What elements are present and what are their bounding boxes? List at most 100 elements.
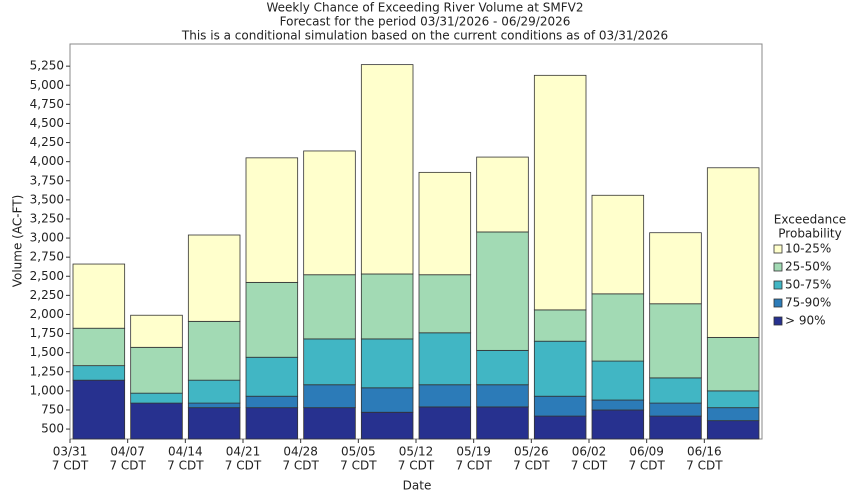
legend-label: 50-75% (785, 278, 831, 292)
bar-segment (706, 407, 760, 422)
bar-segment (360, 273, 414, 340)
legend-swatch (773, 280, 783, 290)
y-tick-label: 3,750 (30, 173, 64, 187)
y-tick-label: 2,250 (30, 288, 64, 302)
y-tick-label: 2,000 (30, 307, 64, 321)
legend-swatch (773, 244, 783, 254)
bar-segment (303, 338, 356, 386)
bar-segment (476, 384, 529, 408)
chart-subtitle: This is a conditional simulation based o… (181, 29, 668, 43)
y-tick-label: 1,000 (30, 383, 64, 397)
bar-segment (187, 379, 241, 404)
x-tick-label: 7 CDT (340, 459, 377, 473)
bar-segment (303, 407, 356, 440)
y-tick-label: 1,250 (30, 364, 64, 378)
bar-segment (533, 74, 587, 311)
legend-label: 75-90% (785, 296, 831, 310)
x-tick-label: 04/07 (110, 445, 145, 459)
x-tick-label: 04/21 (226, 445, 261, 459)
bar-segment (649, 402, 702, 417)
legend-title: Probability (778, 227, 841, 241)
x-tick-label: 05/26 (514, 445, 549, 459)
chart-title: Weekly Chance of Exceeding River Volume … (266, 1, 583, 15)
y-tick-label: 1,750 (30, 326, 64, 340)
bar-segment (187, 402, 241, 409)
x-tick-label: 7 CDT (398, 459, 435, 473)
bar-segment (706, 336, 760, 392)
x-tick-label: 04/28 (283, 445, 318, 459)
bar-segment (130, 314, 183, 348)
chart-subtitle: Forecast for the period 03/31/2026 - 06/… (280, 15, 571, 29)
bar-segment (72, 379, 126, 440)
bar-segment (72, 263, 126, 329)
legend-label: 10-25% (785, 242, 831, 256)
legend-title: Exceedance (774, 213, 846, 227)
y-tick-label: 3,500 (30, 192, 64, 206)
legend-swatch (773, 316, 783, 326)
bar-segment (591, 194, 645, 295)
x-tick-label: 7 CDT (571, 459, 608, 473)
y-tick-label: 4,500 (30, 116, 64, 130)
x-tick-label: 03/31 (53, 445, 88, 459)
bar-segment (130, 402, 183, 440)
y-tick-label: 4,000 (30, 154, 64, 168)
x-tick-label: 7 CDT (455, 459, 492, 473)
bar-segment (533, 415, 587, 440)
bar-segment (476, 231, 529, 351)
bar-segment (418, 332, 472, 386)
y-tick-label: 3,250 (30, 211, 64, 225)
bar-segment (72, 327, 126, 367)
bar-segment (476, 349, 529, 386)
bar-segment (649, 232, 702, 305)
bar-segment (303, 384, 356, 409)
bar-segment (533, 309, 587, 342)
x-tick-label: 04/14 (168, 445, 203, 459)
x-axis-title: Date (403, 479, 432, 493)
bar-segment (130, 346, 183, 394)
bar-segment (245, 395, 299, 409)
bar-segment (418, 274, 472, 334)
y-tick-label: 4,250 (30, 135, 64, 149)
y-tick-label: 5,250 (30, 59, 64, 73)
x-tick-label: 7 CDT (109, 459, 146, 473)
x-tick-label: 05/12 (399, 445, 434, 459)
bar-segment (360, 64, 414, 275)
bar-segment (649, 415, 702, 440)
bar-segment (187, 234, 241, 322)
legend-swatch (773, 298, 783, 308)
bar-segment (533, 395, 587, 417)
plot-area (69, 43, 763, 440)
bar-segment (72, 365, 126, 381)
y-tick-label: 3,000 (30, 231, 64, 245)
bar-segment (649, 303, 702, 379)
bar-segment (245, 356, 299, 397)
x-tick-label: 06/16 (687, 445, 722, 459)
bar-segment (476, 406, 529, 440)
bar-segment (591, 409, 645, 440)
y-tick-label: 2,750 (30, 250, 64, 264)
bar-segment (303, 150, 356, 276)
bar-segment (360, 411, 414, 440)
x-tick-label: 06/09 (629, 445, 664, 459)
x-tick-label: 7 CDT (628, 459, 665, 473)
y-tick-label: 750 (41, 402, 64, 416)
y-axis-title: Volume (AC-FT) (11, 195, 25, 288)
legend-swatch (773, 262, 783, 272)
bar-segment (130, 392, 183, 404)
bar-segment (245, 281, 299, 358)
bar-segment (591, 360, 645, 401)
x-tick-label: 7 CDT (686, 459, 723, 473)
bar-segment (418, 171, 472, 276)
bar-segment (187, 320, 241, 381)
bar-segment (360, 338, 414, 389)
bar-segment (245, 157, 299, 283)
bar-segment (303, 274, 356, 340)
bar-segment (591, 293, 645, 362)
x-tick-label: 05/05 (341, 445, 376, 459)
legend-label: > 90% (785, 314, 826, 328)
bar-segment (476, 156, 529, 233)
x-tick-label: 7 CDT (52, 459, 89, 473)
bar-segment (706, 167, 760, 338)
y-tick-label: 1,500 (30, 345, 64, 359)
